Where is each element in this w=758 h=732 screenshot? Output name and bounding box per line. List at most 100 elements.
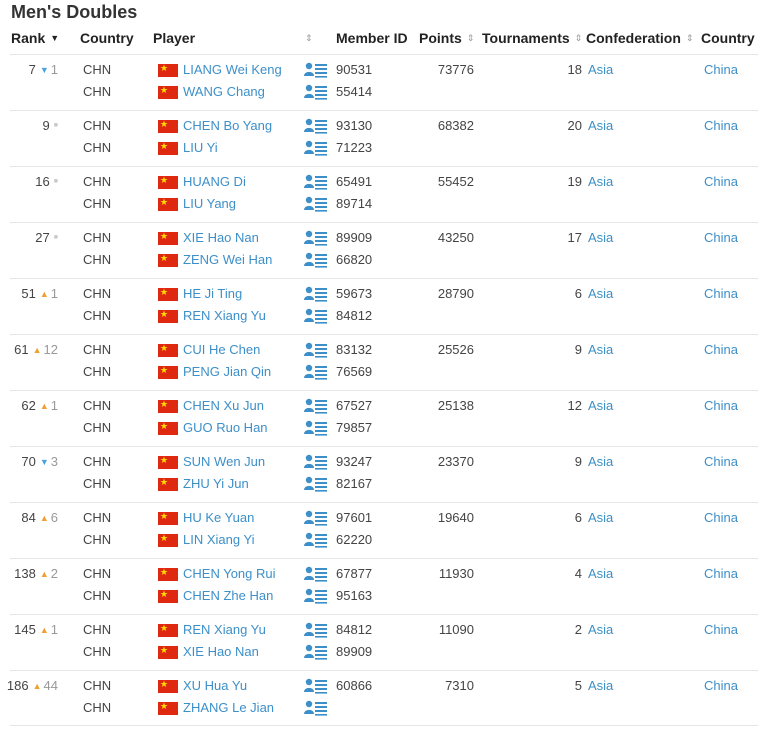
confederation-link[interactable]: Asia bbox=[588, 342, 614, 357]
china-flag-icon: ★ bbox=[158, 85, 178, 99]
column-header-points[interactable]: Points ⇕ bbox=[419, 30, 474, 46]
player-name-link[interactable]: XIE Hao Nan bbox=[183, 644, 259, 659]
confederation-link[interactable]: Asia bbox=[588, 62, 614, 77]
player-name-link[interactable]: CHEN Yong Rui bbox=[183, 566, 276, 581]
player-name-link[interactable]: HUANG Di bbox=[183, 174, 246, 189]
rank-cell: 16 ■ bbox=[35, 174, 58, 189]
player-profile-icon[interactable] bbox=[304, 532, 328, 548]
rank-cell: 84 ▲ 6 bbox=[21, 510, 58, 525]
player-name-link[interactable]: LIN Xiang Yi bbox=[183, 532, 255, 547]
player-name-link[interactable]: CUI He Chen bbox=[183, 342, 261, 357]
player-name-link[interactable]: XU Hua Yu bbox=[183, 678, 248, 693]
rank-cell: 145 ▲ 1 bbox=[14, 622, 58, 637]
country-link[interactable]: China bbox=[704, 286, 738, 301]
rank-value: 70 bbox=[21, 454, 36, 469]
player-profile-icon[interactable] bbox=[304, 174, 328, 190]
player-profile-icon[interactable] bbox=[304, 286, 328, 302]
player-name-link[interactable]: HE Ji Ting bbox=[183, 286, 243, 301]
player-profile-icon[interactable] bbox=[304, 566, 328, 582]
confederation-link[interactable]: Asia bbox=[588, 510, 614, 525]
confederation-link[interactable]: Asia bbox=[588, 398, 614, 413]
player-profile-icon[interactable] bbox=[304, 588, 328, 604]
country-link[interactable]: China bbox=[704, 398, 738, 413]
player-country-code: CHN bbox=[83, 476, 112, 491]
player-profile-icon[interactable] bbox=[304, 140, 328, 156]
country-link[interactable]: China bbox=[704, 174, 738, 189]
player-profile-icon[interactable] bbox=[304, 644, 328, 660]
country-link[interactable]: China bbox=[704, 454, 738, 469]
column-header-tournaments[interactable]: Tournaments ⇕ bbox=[482, 30, 582, 46]
player-profile-icon[interactable] bbox=[304, 454, 328, 470]
confederation-link[interactable]: Asia bbox=[588, 174, 614, 189]
player-name-link[interactable]: LIU Yi bbox=[183, 140, 218, 155]
country-link[interactable]: China bbox=[704, 118, 738, 133]
player-country-code: CHN bbox=[83, 700, 112, 715]
player-profile-icon[interactable] bbox=[304, 510, 328, 526]
player-name-link[interactable]: SUN Wen Jun bbox=[183, 454, 266, 469]
country-link[interactable]: China bbox=[704, 510, 738, 525]
column-header-rank[interactable]: Rank ▼ bbox=[11, 30, 59, 46]
player-country-code: CHN bbox=[83, 420, 112, 435]
player-name-link[interactable]: LIANG Wei Keng bbox=[183, 62, 282, 77]
player-name-link[interactable]: CHEN Xu Jun bbox=[183, 398, 264, 413]
player-name-link[interactable]: REN Xiang Yu bbox=[183, 622, 266, 637]
player-name-link[interactable]: CHEN Bo Yang bbox=[183, 118, 273, 133]
player-profile-icon[interactable] bbox=[304, 84, 328, 100]
player-profile-icon[interactable] bbox=[304, 700, 328, 716]
rank-up-icon: ▲ bbox=[32, 344, 42, 355]
player-name-link[interactable]: LIU Yang bbox=[183, 196, 237, 211]
rank-up-icon: ▲ bbox=[39, 288, 49, 299]
confederation-link[interactable]: Asia bbox=[588, 622, 614, 637]
points-value: 55452 bbox=[437, 174, 474, 189]
player-name-link[interactable]: ZHANG Le Jian bbox=[183, 700, 275, 715]
player-profile-icon[interactable] bbox=[304, 230, 328, 246]
table-row: 27 ■ CHN ★ XIE Hao Nan 89909 CHN ★ ZENG Wei Han 6… bbox=[10, 222, 758, 279]
column-header-confederation[interactable]: Confederation ⇕ bbox=[586, 30, 693, 46]
player-profile-icon[interactable] bbox=[304, 308, 328, 324]
rank-value: 9 bbox=[42, 118, 50, 133]
player-name-link[interactable]: CHEN Zhe Han bbox=[183, 588, 274, 603]
player-profile-icon[interactable] bbox=[304, 420, 328, 436]
country-link[interactable]: China bbox=[704, 342, 738, 357]
china-flag-icon: ★ bbox=[158, 253, 178, 267]
member-id: 93130 bbox=[336, 118, 373, 133]
player-profile-icon[interactable] bbox=[304, 622, 328, 638]
confederation-link[interactable]: Asia bbox=[588, 566, 614, 581]
player-profile-icon[interactable] bbox=[304, 118, 328, 134]
player-name-link[interactable]: WANG Chang bbox=[183, 84, 265, 99]
confederation-link[interactable]: Asia bbox=[588, 230, 614, 245]
column-header-country2: Country bbox=[701, 30, 755, 46]
rank-unchanged-icon: ■ bbox=[53, 122, 58, 129]
country-link[interactable]: China bbox=[704, 678, 738, 693]
player-country-code: CHN bbox=[83, 230, 112, 245]
player-name-link[interactable]: HU Ke Yuan bbox=[183, 510, 255, 525]
player-profile-icon[interactable] bbox=[304, 62, 328, 78]
tournaments-value: 18 bbox=[567, 62, 582, 77]
player-name-link[interactable]: XIE Hao Nan bbox=[183, 230, 259, 245]
player-name-link[interactable]: ZENG Wei Han bbox=[183, 252, 273, 267]
player-profile-icon[interactable] bbox=[304, 398, 328, 414]
player-profile-icon[interactable] bbox=[304, 678, 328, 694]
country-link[interactable]: China bbox=[704, 566, 738, 581]
confederation-link[interactable]: Asia bbox=[588, 286, 614, 301]
flag-star-icon: ★ bbox=[160, 231, 169, 241]
player-profile-icon[interactable] bbox=[304, 252, 328, 268]
player-name-link[interactable]: REN Xiang Yu bbox=[183, 308, 266, 323]
country-link[interactable]: China bbox=[704, 622, 738, 637]
confederation-link[interactable]: Asia bbox=[588, 454, 614, 469]
player-name-link[interactable]: PENG Jian Qin bbox=[183, 364, 272, 379]
country-link[interactable]: China bbox=[704, 62, 738, 77]
player-name-link[interactable]: GUO Ruo Han bbox=[183, 420, 268, 435]
rank-up-icon: ▲ bbox=[39, 568, 49, 579]
player-profile-icon[interactable] bbox=[304, 476, 328, 492]
flag-star-icon: ★ bbox=[160, 511, 169, 521]
column-header-player[interactable]: Player ⇕ bbox=[153, 30, 313, 46]
country-link[interactable]: China bbox=[704, 230, 738, 245]
player-profile-icon[interactable] bbox=[304, 364, 328, 380]
points-value: 11090 bbox=[438, 622, 474, 637]
player-profile-icon[interactable] bbox=[304, 196, 328, 212]
confederation-link[interactable]: Asia bbox=[588, 678, 614, 693]
player-name-link[interactable]: ZHU Yi Jun bbox=[183, 476, 249, 491]
confederation-link[interactable]: Asia bbox=[588, 118, 614, 133]
player-profile-icon[interactable] bbox=[304, 342, 328, 358]
